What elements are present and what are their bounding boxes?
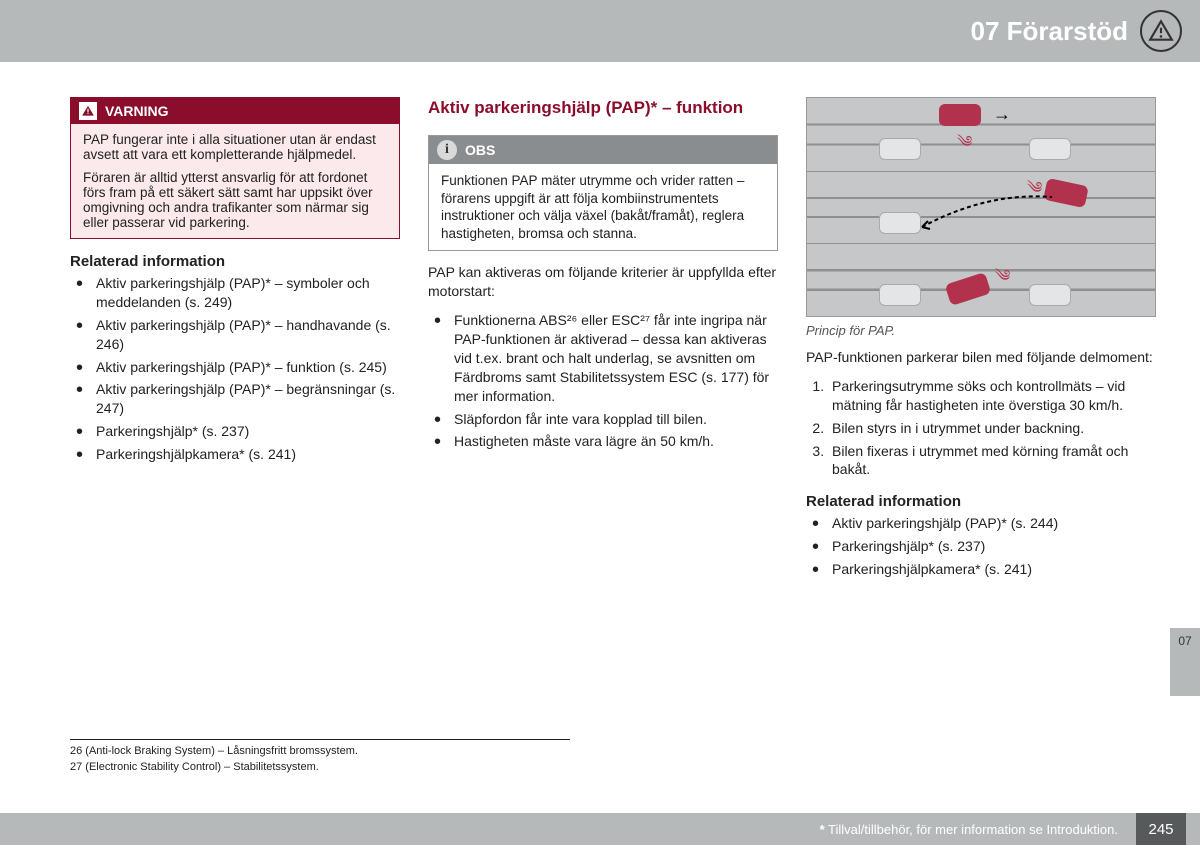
list-item: Aktiv parkeringshjälp (PAP)* – funktion … bbox=[70, 358, 400, 377]
list-item: Parkeringshjälpkamera* (s. 241) bbox=[70, 445, 400, 464]
list-item: Aktiv parkeringshjälp (PAP)* – handhavan… bbox=[70, 316, 400, 354]
criteria-list: Funktionerna ABS²⁶ eller ESC²⁷ får inte … bbox=[428, 311, 778, 451]
related-heading: Relaterad information bbox=[806, 493, 1156, 510]
list-item: Släpfordon får inte vara kopplad till bi… bbox=[428, 410, 778, 429]
list-item: Parkeringsutrymme söks och kontrollmäts … bbox=[828, 377, 1156, 415]
list-item: Bilen styrs in i utrymmet under backning… bbox=[828, 419, 1156, 438]
diagram-stage-2: 2 ༄ bbox=[807, 171, 1155, 244]
steps-list: Parkeringsutrymme söks och kontrollmäts … bbox=[806, 377, 1156, 479]
list-item: Parkeringshjälpkamera* (s. 241) bbox=[806, 560, 1156, 579]
list-item: Aktiv parkeringshjälp (PAP)* (s. 244) bbox=[806, 514, 1156, 533]
related-list: Aktiv parkeringshjälp (PAP)* – symboler … bbox=[70, 274, 400, 464]
side-tab: 07 bbox=[1170, 628, 1200, 696]
related-list: Aktiv parkeringshjälp (PAP)* (s. 244) Pa… bbox=[806, 514, 1156, 579]
warning-triangle-icon bbox=[1140, 10, 1182, 52]
list-item: Aktiv parkeringshjälp (PAP)* – begränsni… bbox=[70, 380, 400, 418]
paragraph: PAP kan aktiveras om följande kriterier … bbox=[428, 263, 778, 301]
section-title: Aktiv parkeringshjälp (PAP)* – funktion bbox=[428, 97, 778, 119]
column-middle: Aktiv parkeringshjälp (PAP)* – funktion … bbox=[428, 97, 778, 583]
pap-diagram: 1 ༄ → 2 ༄ bbox=[806, 97, 1156, 317]
warning-text: PAP fungerar inte i alla situationer uta… bbox=[83, 132, 387, 162]
diagram-caption: Princip för PAP. bbox=[806, 323, 1156, 338]
obs-label: OBS bbox=[465, 142, 495, 158]
obs-header: i OBS bbox=[429, 136, 777, 164]
page-number: 245 bbox=[1136, 813, 1186, 845]
diagram-stage-3: 3 ༄ bbox=[807, 243, 1155, 316]
column-right: 1 ༄ → 2 ༄ bbox=[806, 97, 1156, 583]
warning-box: VARNING PAP fungerar inte i alla situati… bbox=[70, 97, 400, 239]
footnotes: 26 (Anti-lock Braking System) – Låsnings… bbox=[70, 739, 570, 775]
paragraph: PAP-funktionen parkerar bilen med följan… bbox=[806, 348, 1156, 367]
obs-box: i OBS Funktionen PAP mäter utrymme och v… bbox=[428, 135, 778, 251]
list-item: Bilen fixeras i utrymmet med körning fra… bbox=[828, 442, 1156, 480]
info-icon: i bbox=[437, 140, 457, 160]
diagram-stage-1: 1 ༄ → bbox=[807, 98, 1155, 171]
warning-body: PAP fungerar inte i alla situationer uta… bbox=[71, 124, 399, 238]
page-header: 07 Förarstöd bbox=[0, 0, 1200, 62]
list-item: Parkeringshjälp* (s. 237) bbox=[806, 537, 1156, 556]
column-left: VARNING PAP fungerar inte i alla situati… bbox=[70, 97, 400, 583]
list-item: Aktiv parkeringshjälp (PAP)* – symboler … bbox=[70, 274, 400, 312]
list-item: Funktionerna ABS²⁶ eller ESC²⁷ får inte … bbox=[428, 311, 778, 405]
footnote: 27 (Electronic Stability Control) – Stab… bbox=[70, 760, 570, 775]
warning-text: Föraren är alltid ytterst ansvarlig för … bbox=[83, 170, 387, 230]
warning-icon bbox=[79, 102, 97, 120]
footer-note: * Tillval/tillbehör, för mer information… bbox=[820, 822, 1118, 837]
warning-header: VARNING bbox=[71, 98, 399, 124]
chapter-title: 07 Förarstöd bbox=[971, 16, 1129, 47]
footnote: 26 (Anti-lock Braking System) – Låsnings… bbox=[70, 744, 570, 759]
list-item: Parkeringshjälp* (s. 237) bbox=[70, 422, 400, 441]
warning-label: VARNING bbox=[105, 103, 169, 119]
obs-body: Funktionen PAP mäter utrymme och vrider … bbox=[429, 164, 777, 250]
list-item: Hastigheten måste vara lägre än 50 km/h. bbox=[428, 432, 778, 451]
related-heading: Relaterad information bbox=[70, 253, 400, 270]
content-columns: VARNING PAP fungerar inte i alla situati… bbox=[0, 62, 1200, 583]
page-footer: * Tillval/tillbehör, för mer information… bbox=[0, 813, 1200, 845]
